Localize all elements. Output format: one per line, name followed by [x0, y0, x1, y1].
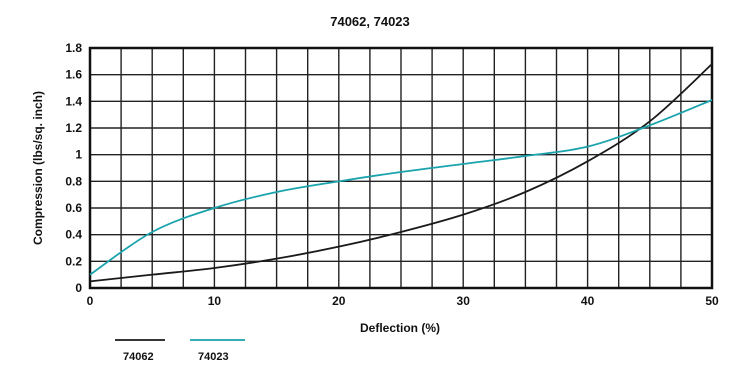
- y-tick-label: 1: [75, 148, 82, 162]
- plot-frame: [88, 46, 714, 290]
- series-lines: [89, 63, 713, 283]
- y-tick-label: 0.8: [65, 174, 82, 188]
- chart-title: 74062, 74023: [330, 14, 410, 29]
- x-tick-label: 30: [457, 294, 471, 308]
- y-tick-label: 0.2: [65, 254, 82, 268]
- x-tick-label: 50: [705, 294, 719, 308]
- y-axis-label: Compression (lbs/sq. inch): [31, 91, 45, 245]
- x-tick-label: 20: [332, 294, 346, 308]
- y-tick-label: 1.2: [65, 121, 82, 135]
- x-tick-label: 10: [208, 294, 222, 308]
- y-tick-label: 1.4: [65, 94, 82, 108]
- y-tick-labels: 0 0.2 0.4 0.6 0.8 1 1.2 1.4 1.6 1.8: [65, 41, 82, 295]
- y-tick-label: 1.6: [65, 68, 82, 82]
- y-tick-label: 0.6: [65, 201, 82, 215]
- legend: 74062 74023: [115, 339, 245, 363]
- x-tick-label: 40: [581, 294, 595, 308]
- series-line-74062: [89, 63, 713, 283]
- series-line-74023: [89, 99, 713, 276]
- y-tick-label: 1.8: [65, 41, 82, 55]
- x-tick-labels: 0 10 20 30 40 50: [87, 294, 719, 308]
- y-tick-label: 0: [75, 281, 82, 295]
- y-tick-label: 0.4: [65, 228, 82, 242]
- grid: [88, 46, 714, 290]
- legend-label-74023: 74023: [198, 351, 229, 363]
- x-axis-label: Deflection (%): [360, 321, 440, 335]
- x-tick-label: 0: [87, 294, 94, 308]
- legend-label-74062: 74062: [123, 351, 154, 363]
